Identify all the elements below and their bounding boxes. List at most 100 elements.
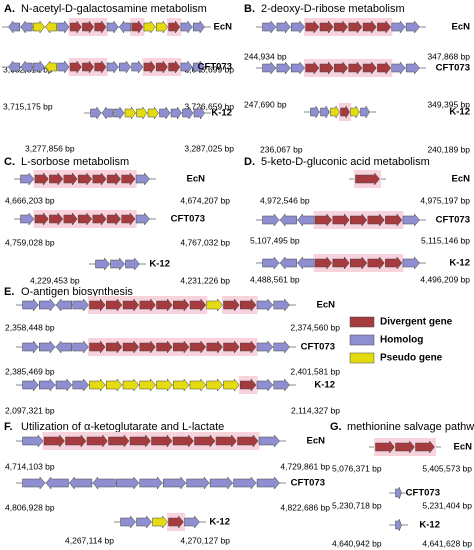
gene-arrow [405, 20, 420, 34]
gene-arrow [72, 378, 89, 392]
gene-arrow [63, 172, 78, 186]
gene-arrow [170, 106, 182, 120]
start-coordinate: 2,097,321 bp [5, 405, 55, 415]
gene-arrow [194, 434, 216, 448]
gene-arrow [43, 434, 65, 448]
gene-arrow [129, 434, 151, 448]
gene-arrow [78, 172, 93, 186]
gene-arrow [273, 340, 290, 354]
gene-arrow [34, 212, 49, 226]
strain-label: K-12 [449, 258, 470, 269]
legend-label: Divergent gene [380, 317, 453, 328]
gene-arrow [106, 172, 121, 186]
gene-arrow [101, 106, 113, 120]
legend-swatch [349, 316, 375, 328]
gene-arrow [72, 340, 89, 354]
gene-arrow [110, 257, 125, 271]
gene-arrow [94, 60, 107, 74]
gene-arrow [89, 340, 106, 354]
panel-label: F. [4, 421, 13, 433]
gene-arrow [22, 340, 39, 354]
start-coordinate: 236,067 bp [260, 144, 303, 154]
end-coordinate: 4,822,686 bp [280, 502, 330, 512]
gene-arrow [55, 340, 72, 354]
gene-arrow [162, 476, 187, 490]
end-coordinate: 349,395 bp [427, 99, 470, 109]
gene-arrow [350, 105, 360, 119]
gene-arrow [57, 20, 70, 34]
gene-arrow [156, 60, 168, 74]
gene-arrow [395, 486, 402, 500]
gene-arrow [122, 340, 140, 354]
start-coordinate: 3,277,856 bp [25, 143, 75, 153]
gene-arrow [69, 60, 82, 74]
gene-arrow [276, 61, 291, 75]
gene-arrow [121, 212, 136, 226]
gene-arrow [39, 340, 56, 354]
end-coordinate: 3,287,025 bp [184, 143, 234, 153]
strain-label: K-12 [211, 108, 232, 119]
gene-arrow [116, 476, 140, 490]
gene-arrow [151, 434, 173, 448]
end-coordinate: 4,641,628 bp [422, 538, 472, 548]
gene-arrow [143, 60, 156, 74]
gene-arrow [106, 212, 121, 226]
gene-arrow [69, 476, 93, 490]
legend-label: Homolog [380, 335, 423, 346]
gene-arrow [22, 434, 44, 448]
gene-arrow [122, 298, 140, 312]
strain-label: CFT073 [171, 214, 205, 225]
strain-label: CFT073 [198, 62, 232, 73]
legend-swatch [349, 352, 375, 364]
gene-arrow [136, 106, 148, 120]
start-coordinate: 4,806,928 bp [5, 502, 55, 512]
gene-arrow [395, 440, 415, 454]
gene-arrow [209, 476, 233, 490]
gene-arrow [319, 61, 334, 75]
gene-arrow [143, 20, 156, 34]
strain-label: CFT073 [301, 342, 335, 353]
gene-arrow [180, 20, 193, 34]
gene-arrow [82, 20, 95, 34]
gene-arrow [350, 256, 368, 270]
gene-arrow [22, 298, 39, 312]
gene-arrow [350, 213, 368, 227]
end-coordinate: 347,868 bp [427, 51, 470, 61]
panel-label: C. [4, 156, 15, 168]
strain-label: EcN [452, 174, 471, 185]
gene-arrow [206, 340, 223, 354]
gene-arrow [290, 61, 305, 75]
start-coordinate: 4,972,546 bp [260, 195, 310, 205]
end-coordinate: 4,496,209 bp [420, 274, 470, 284]
gene-arrow [405, 61, 420, 75]
gene-arrow [215, 434, 237, 448]
gene-arrow [139, 340, 156, 354]
start-coordinate: 244,934 bp [244, 51, 287, 61]
gene-arrow [39, 378, 56, 392]
gene-arrow [147, 106, 159, 120]
end-coordinate: 4,674,207 bp [180, 195, 230, 205]
gene-arrow [156, 20, 168, 34]
gene-arrow [189, 298, 207, 312]
strain-label: EcN [214, 22, 233, 33]
gene-arrow [377, 20, 392, 34]
gene-arrow [186, 476, 210, 490]
strain-label: EcN [317, 300, 336, 311]
gene-arrow [32, 60, 45, 74]
gene-arrow [391, 20, 406, 34]
gene-arrow [415, 440, 435, 454]
gene-arrow [273, 298, 290, 312]
gene-arrow [139, 476, 163, 490]
gene-arrow [240, 378, 257, 392]
divergent-region [304, 59, 393, 77]
gene-arrow [32, 20, 45, 34]
end-coordinate: 5,405,573 bp [422, 463, 472, 473]
gene-arrow [273, 378, 290, 392]
gene-arrow [193, 106, 205, 120]
gene-arrow [159, 106, 171, 120]
gene-arrow [189, 378, 207, 392]
gene-arrow [182, 106, 194, 120]
panel-label: E. [4, 286, 14, 298]
gene-arrow [334, 20, 349, 34]
